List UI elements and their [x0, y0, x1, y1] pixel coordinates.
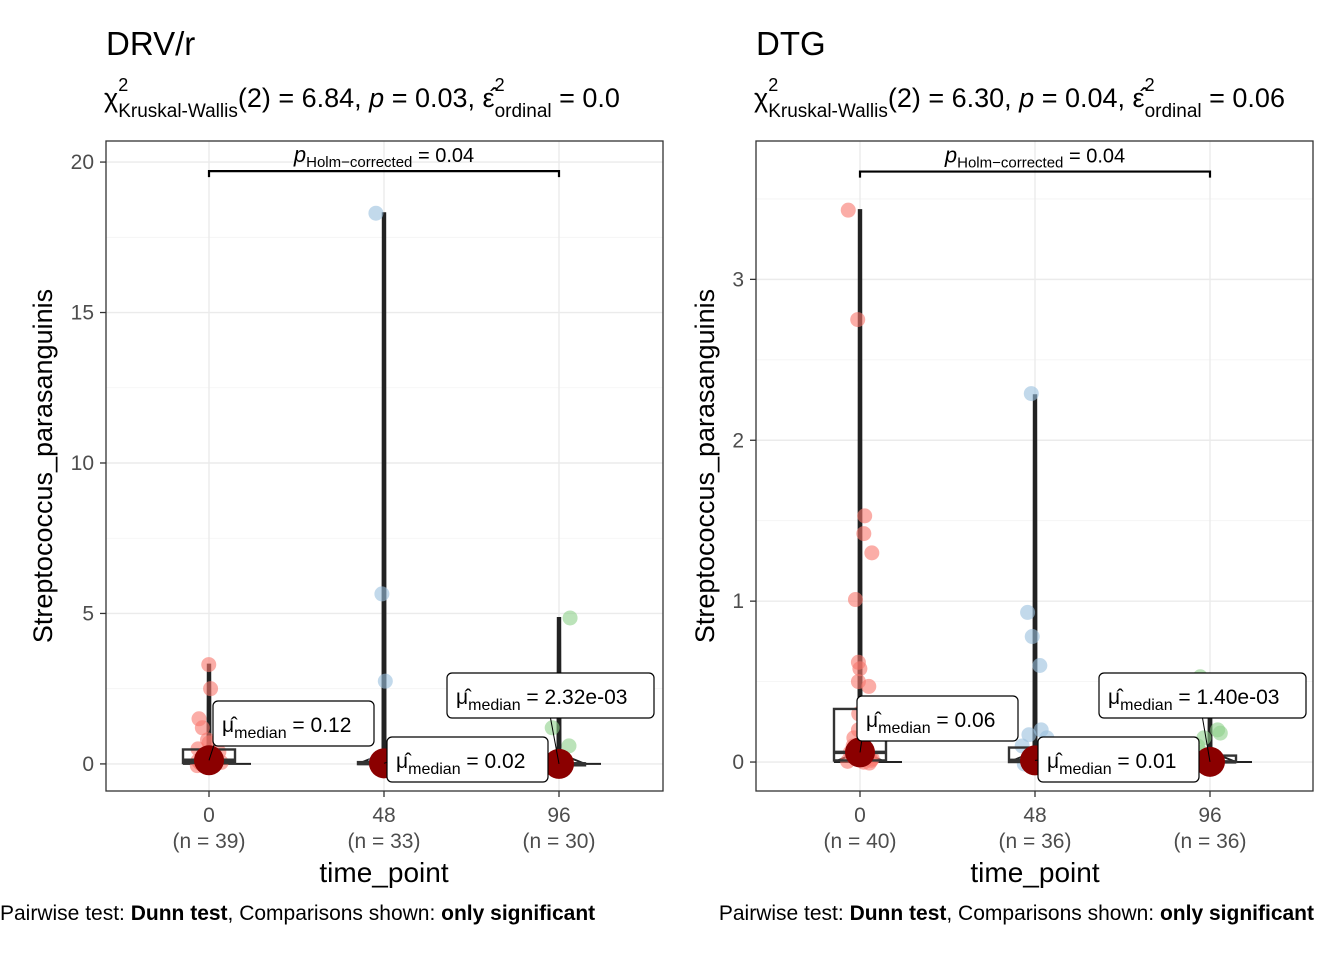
y-axis: 0 1 2 3	[732, 268, 756, 774]
data-point	[201, 657, 217, 673]
x-count-label: (n = 39)	[173, 830, 246, 853]
y-tick-label: 1	[732, 590, 744, 613]
data-point	[374, 586, 390, 602]
median-label: μ̂median = 0.06	[856, 695, 1019, 753]
x-tick-label: 96	[1198, 804, 1221, 827]
data-point	[1024, 629, 1040, 645]
median-label-text: μ̂median = 0.12	[222, 714, 351, 742]
y-axis-label: Streptococcus_parasanguinis	[690, 289, 720, 643]
x-count-label: (n = 33)	[348, 830, 421, 853]
y-tick-label: 5	[82, 602, 94, 625]
chart-subtitle: χ2 Kruskal-Wallis(2) = 6.30, p = 0.04, ε̂…	[754, 75, 1285, 122]
caption-left: Pairwise test: Dunn test, Comparisons sh…	[0, 902, 595, 925]
data-point	[1212, 725, 1228, 741]
median-label-box	[1098, 672, 1307, 719]
chart-dtg: DTG χ2 Kruskal-Wallis(2) = 6.30, p = 0.04…	[690, 25, 1314, 888]
significance-label: pHolm−corrected = 0.04	[944, 143, 1125, 172]
significance-label: pHolm−corrected = 0.04	[293, 142, 474, 171]
median-label-box	[446, 672, 655, 719]
x-count-label: (n = 36)	[1174, 830, 1247, 853]
median-leader	[1202, 717, 1211, 762]
y-tick-label: 3	[732, 268, 744, 291]
x-tick-label: 0	[854, 804, 866, 827]
violin	[1008, 394, 1077, 764]
significance-bracket	[207, 169, 561, 178]
data-point	[194, 720, 210, 736]
median-label: μ̂median = 0.02	[383, 736, 549, 783]
y-axis: 0 5 10 15 20	[71, 151, 106, 776]
data-point	[1021, 727, 1037, 743]
data-point	[1032, 658, 1048, 674]
median-label-text: μ̂median = 0.06	[866, 709, 995, 737]
data-point	[864, 545, 880, 561]
x-count-label: (n = 30)	[523, 830, 596, 853]
data-point	[856, 526, 872, 542]
chart-subtitle: χ2 Kruskal-Wallis(2) = 6.84, p = 0.03, ε̂…	[104, 75, 620, 122]
caption-right: Pairwise test: Dunn test, Comparisons sh…	[719, 902, 1314, 925]
data-point	[561, 738, 577, 754]
data-point	[377, 673, 393, 689]
median-label: μ̂median = 2.32e-03	[446, 672, 655, 764]
marks: μ̂median = 0.06 μ̂median = 0.01 μ̂median =…	[832, 143, 1307, 783]
data-point	[840, 202, 856, 218]
chart-drv-r: DRV/r χ2 Kruskal-Wallis(2) = 6.84, p = 0.…	[28, 25, 664, 888]
x-count-label: (n = 36)	[999, 830, 1072, 853]
y-tick-label: 2	[732, 429, 744, 452]
x-axis: 0 (n = 39) 48 (n = 33) 96 (n = 30)	[173, 791, 596, 853]
y-tick-label: 20	[71, 151, 94, 174]
y-tick-label: 0	[732, 751, 744, 774]
data-point	[850, 312, 866, 328]
y-tick-label: 10	[71, 452, 94, 475]
x-axis-label: time_point	[970, 857, 1099, 888]
y-tick-label: 15	[71, 302, 94, 325]
median-label-box	[212, 700, 375, 747]
data-point	[847, 592, 863, 608]
median-label-text: μ̂median = 0.01	[1047, 750, 1176, 778]
median-label-text: μ̂median = 0.02	[396, 750, 525, 778]
x-count-label: (n = 40)	[824, 830, 897, 853]
data-point	[852, 661, 868, 677]
x-tick-label: 0	[203, 804, 215, 827]
data-point	[857, 508, 873, 524]
median-label-box	[1037, 736, 1200, 783]
median-label: μ̂median = 0.01	[1034, 736, 1200, 783]
x-tick-label: 48	[372, 804, 395, 827]
y-axis-label: Streptococcus_parasanguinis	[28, 289, 58, 643]
median-leader	[550, 717, 560, 764]
chart-title: DTG	[756, 25, 826, 62]
median-label-text: μ̂median = 2.32e-03	[456, 686, 627, 714]
median-label-box	[856, 695, 1019, 742]
median-label-box	[386, 736, 549, 783]
data-point	[1023, 386, 1039, 402]
y-tick-label: 0	[82, 753, 94, 776]
data-point	[203, 681, 219, 697]
x-tick-label: 96	[547, 804, 570, 827]
marks: μ̂median = 0.12 μ̂median = 0.02 μ̂median =…	[181, 142, 655, 783]
x-tick-label: 48	[1023, 804, 1046, 827]
data-point	[861, 678, 877, 694]
chart-title: DRV/r	[106, 25, 195, 62]
x-axis-label: time_point	[319, 857, 448, 888]
data-point	[1020, 604, 1036, 620]
x-axis: 0 (n = 40) 48 (n = 36) 96 (n = 36)	[824, 791, 1247, 853]
median-label-text: μ̂median = 1.40e-03	[1108, 686, 1279, 714]
data-point	[562, 610, 578, 626]
median-label: μ̂median = 1.40e-03	[1098, 672, 1307, 762]
median-label: μ̂median = 0.12	[208, 700, 375, 761]
data-point	[368, 205, 384, 221]
significance-bracket	[858, 170, 1212, 178]
